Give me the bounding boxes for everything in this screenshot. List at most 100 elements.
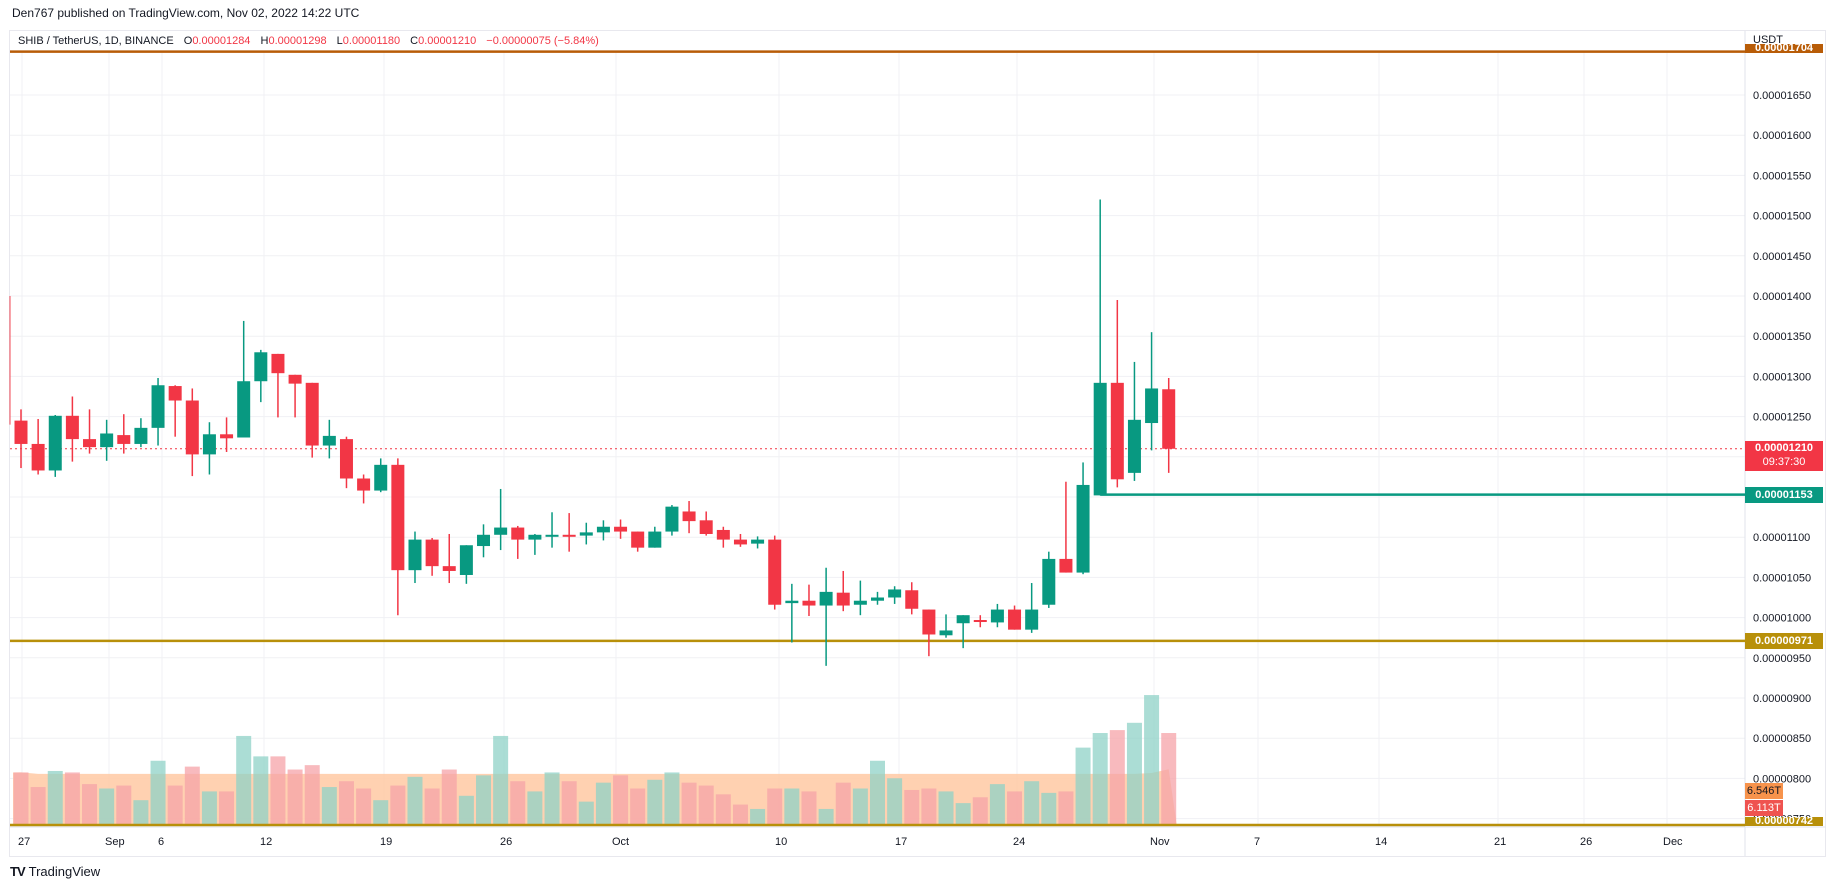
bar-countdown: 09:37:30 (1762, 456, 1806, 468)
candle-body (562, 534, 576, 537)
candle-body (1042, 558, 1056, 605)
candle-body (939, 630, 953, 636)
candle-body (391, 464, 405, 571)
volume-bar (887, 778, 903, 825)
volume-bar (1144, 695, 1160, 825)
volume-bar (818, 808, 834, 825)
volume-bar (698, 785, 714, 825)
volume-bar (30, 787, 46, 825)
price-tick: 0.00001500 (1753, 211, 1811, 223)
time-tick: 12 (260, 836, 272, 848)
candle-body (48, 415, 62, 471)
volume-bar (167, 785, 183, 825)
volume-bar (1126, 722, 1142, 825)
time-tick: 27 (18, 836, 30, 848)
time-tick: 21 (1494, 836, 1506, 848)
volume-bar (1041, 792, 1057, 825)
volume-bar (578, 801, 594, 825)
candle-body (922, 609, 936, 635)
candle-body (802, 600, 816, 606)
volume-bar (116, 785, 132, 825)
price-tick: 0.00001450 (1753, 251, 1811, 263)
volume-bar (801, 791, 817, 825)
volume-bar (64, 772, 80, 825)
candle-body (168, 386, 182, 401)
candle-body (1059, 558, 1073, 573)
candle-body (853, 600, 867, 605)
bottom-line-tag: 0.00000742 (1745, 817, 1823, 826)
candle-body (1127, 419, 1141, 473)
price-tick: 0.00001050 (1753, 572, 1811, 584)
volume-ma-area (13, 769, 1177, 825)
tradingview-brand[interactable]: TV TradingView (10, 864, 100, 879)
volume-bar (835, 782, 851, 825)
time-tick: Sep (105, 836, 125, 848)
candle-body (665, 506, 679, 532)
candle-body (768, 539, 782, 605)
candle-body (785, 600, 799, 604)
volume-bar (304, 765, 320, 825)
candle-body (442, 566, 456, 571)
candle-body (905, 590, 919, 609)
volume-bar (458, 795, 474, 825)
candle-body (322, 435, 336, 446)
candle-body (117, 435, 131, 444)
price-tick: 0.00000850 (1753, 733, 1811, 745)
resistance-price-tag: 0.00001704 (1745, 44, 1823, 53)
brand-name: TradingView (28, 864, 101, 879)
volume-bar (561, 781, 577, 825)
volume-bar (715, 794, 731, 825)
candle-body (1076, 484, 1090, 573)
volume-bar (767, 788, 783, 825)
candle-body (339, 439, 353, 479)
support-gold-tag: 0.00000971 (1745, 633, 1823, 649)
candle-body (614, 526, 628, 532)
candle-body (648, 531, 662, 548)
volume-bar (99, 788, 115, 825)
volume-bar (13, 772, 29, 825)
time-tick: 14 (1375, 836, 1387, 848)
close-value: 0.00001210 (418, 35, 477, 47)
price-tick: 0.00001650 (1753, 90, 1811, 102)
volume-bar (613, 775, 629, 825)
candle-body (733, 539, 747, 545)
candle-body (357, 478, 371, 491)
high-value: 0.00001298 (268, 35, 327, 47)
volume-bar (1058, 791, 1074, 825)
candle-body (31, 443, 45, 471)
volume-tag: 6.113T (1745, 800, 1783, 816)
volume-bar (784, 788, 800, 825)
volume-bar (390, 785, 406, 825)
volume-bar (870, 760, 885, 825)
volume-bar (201, 791, 217, 825)
volume-bar (150, 760, 166, 825)
last-price: 0.00001210 (1754, 442, 1814, 454)
volume-bar (133, 800, 149, 825)
candle-body (288, 374, 302, 384)
price-tick: 0.00001550 (1753, 170, 1811, 182)
candle-body (237, 381, 251, 438)
volume-bar (407, 776, 423, 825)
candle-body (1008, 609, 1022, 630)
low-label: L (336, 35, 343, 47)
candle-body (545, 534, 559, 537)
price-tick: 0.00001000 (1753, 613, 1811, 625)
tradingview-logo-icon: TV (10, 864, 26, 879)
low-value: 0.00001180 (342, 35, 401, 47)
volume-bar (1161, 733, 1177, 825)
volume-bar (955, 803, 971, 825)
symbol-title[interactable]: SHIB / TetherUS, 1D, BINANCE (18, 35, 174, 47)
candle-body (631, 531, 645, 548)
candle-body (305, 382, 319, 446)
candle-body (1025, 609, 1039, 630)
candle-body (888, 589, 902, 598)
candle-body (511, 527, 525, 540)
candle-body (151, 385, 165, 428)
candle-body (83, 439, 97, 448)
volume-bar (938, 791, 954, 825)
high-label: H (260, 35, 269, 47)
candle-body (100, 433, 114, 448)
volume-bar (47, 770, 63, 825)
open-label: O (183, 35, 193, 47)
